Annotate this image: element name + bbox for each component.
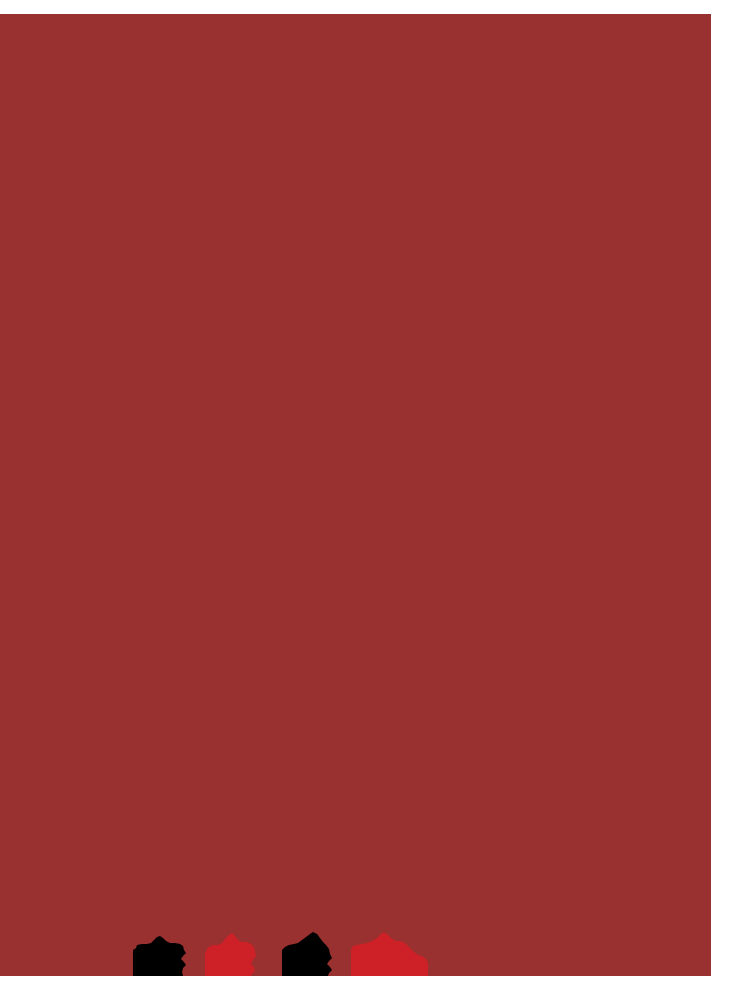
glyph-shape-3-icon	[282, 932, 335, 976]
glyph-shape-2-icon	[205, 933, 257, 976]
glyph-shape-1-icon	[133, 936, 189, 976]
panel-empty-body	[0, 14, 711, 919]
glyph-shape-4-icon	[351, 932, 430, 976]
red-content-panel	[0, 14, 711, 976]
clipped-glyph-row	[0, 919, 711, 976]
